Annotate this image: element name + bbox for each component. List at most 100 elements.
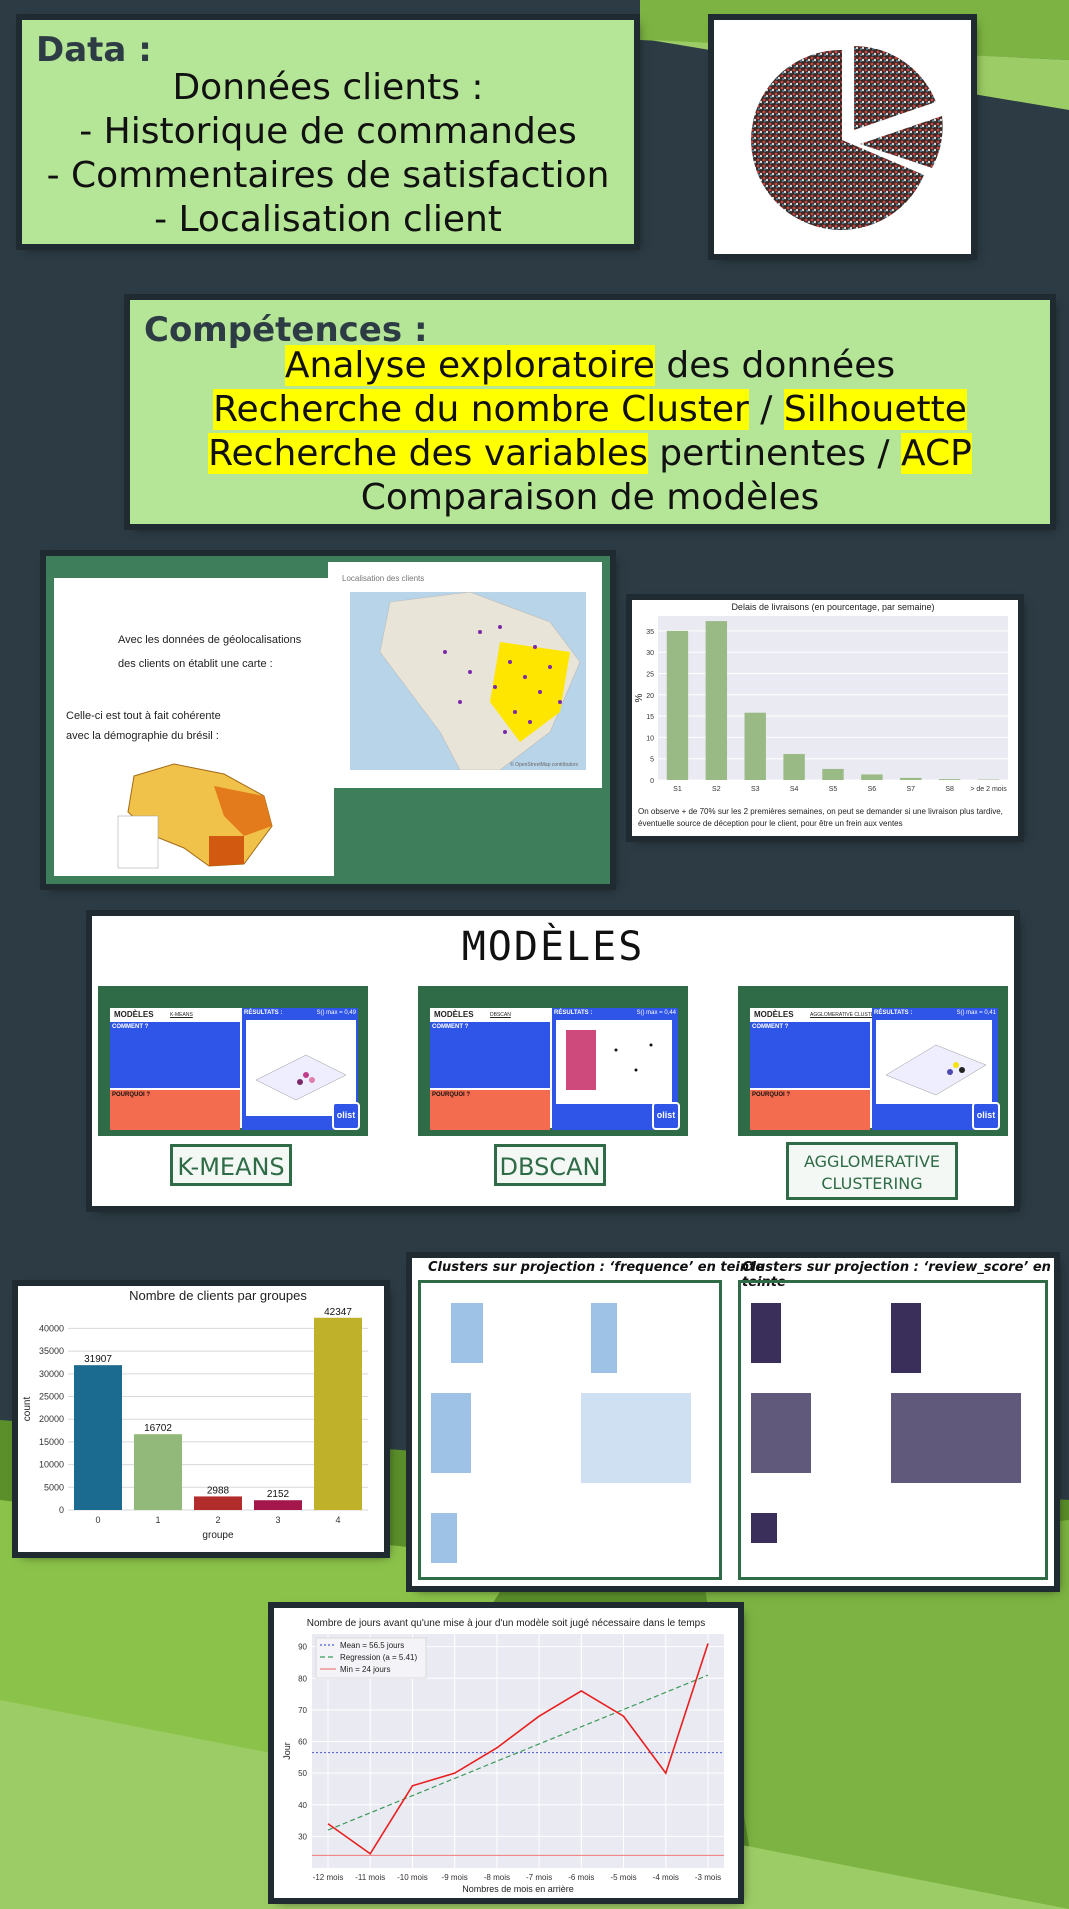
agglomerative-thumbnail[interactable]: MODÈLES AGGLOMERATIVE CLUSTERING COMMENT… bbox=[738, 986, 1008, 1136]
geo-text-2: Celle-ci est tout à fait cohérente avec … bbox=[66, 710, 221, 742]
geo-text-1: Avec les données de géolocalisations des… bbox=[118, 634, 302, 670]
bar bbox=[134, 1434, 182, 1510]
bar bbox=[861, 774, 883, 780]
how-panel: COMMENT ? bbox=[110, 1022, 240, 1088]
y-tick-label: 10 bbox=[646, 735, 654, 742]
pie-illustration bbox=[751, 45, 943, 230]
competence-line: Recherche des variables pertinentes / AC… bbox=[208, 433, 972, 474]
x-tick-label: S7 bbox=[906, 786, 915, 793]
bar bbox=[783, 754, 805, 780]
model-update-card: 30 40 50 60 70 80 90 -12 mois -11 mois -10 mois -9… bbox=[274, 1608, 738, 1898]
y-tick-label: 40 bbox=[298, 1801, 307, 1810]
dbscan-label: DBSCAN bbox=[494, 1144, 606, 1186]
dbscan-plot bbox=[556, 1020, 672, 1104]
x-tick-label: -6 mois bbox=[568, 1873, 594, 1882]
x-tick-label: -4 mois bbox=[653, 1873, 679, 1882]
y-axis-label: count bbox=[22, 1397, 33, 1422]
client-map-card: Localisation des clients © OpenStreetMap… bbox=[328, 562, 602, 788]
bar bbox=[744, 712, 766, 780]
x-tick-label: 2 bbox=[215, 1515, 220, 1525]
geo-slide: Avec les données de géolocalisations des… bbox=[46, 556, 610, 884]
data-label: 2988 bbox=[207, 1485, 230, 1496]
delivery-caption: On observe + de 70% sur les 2 premières … bbox=[638, 807, 1003, 828]
why-panel: POURQUOI ? bbox=[110, 1090, 240, 1130]
y-tick-label: 15 bbox=[646, 714, 654, 721]
y-tick-label: 70 bbox=[298, 1706, 307, 1715]
x-tick-label: 3 bbox=[275, 1515, 280, 1525]
review-projection-panel bbox=[738, 1280, 1048, 1580]
y-tick-label: 40000 bbox=[39, 1323, 64, 1333]
data-label: 2152 bbox=[267, 1489, 290, 1500]
bar bbox=[938, 779, 961, 780]
bar bbox=[900, 777, 922, 780]
x-tick-label: -9 mois bbox=[442, 1873, 468, 1882]
why-panel: POURQUOI ? bbox=[750, 1090, 870, 1130]
chart-title: Nombre de jours avant qu'une mise à jour… bbox=[307, 1618, 706, 1629]
competences-title: Compétences : bbox=[144, 310, 428, 350]
bar bbox=[254, 1500, 302, 1510]
series-line bbox=[327, 1643, 709, 1855]
map-title: Localisation des clients bbox=[342, 574, 425, 583]
highlight: Analyse exploratoire bbox=[284, 345, 655, 386]
x-tick-label: S5 bbox=[829, 786, 838, 793]
x-tick-label: S2 bbox=[712, 786, 721, 793]
x-tick-label: -8 mois bbox=[484, 1873, 510, 1882]
x-tick-label: 1 bbox=[155, 1515, 160, 1525]
y-tick-label: 30000 bbox=[39, 1369, 64, 1379]
y-tick-label: 35 bbox=[646, 629, 654, 636]
y-tick-label: 50 bbox=[298, 1769, 307, 1778]
client-location-map bbox=[350, 592, 586, 770]
legend-label: Regression (a = 5.41) bbox=[340, 1653, 417, 1662]
brazil-demography-map bbox=[117, 763, 273, 869]
clients-per-group-chart: 0 5000 10000 15000 20000 25000 30000 35000 40000… bbox=[22, 1288, 368, 1541]
projection-title-frequence: Clusters sur projection : ‘frequence’ en… bbox=[428, 1260, 765, 1275]
y-tick-label: 30 bbox=[298, 1832, 307, 1841]
geo-text-card: Avec les données de géolocalisations des… bbox=[54, 578, 334, 876]
delivery-chart: 0 5 10 15 20 25 30 35 S1 S2 S3 S4 S5 S6 S7 S8 > de 2 moi… bbox=[634, 602, 1008, 793]
dbscan-thumbnail[interactable]: MODÈLES DBSCAN COMMENT ? POURQUOI ? RÉSU… bbox=[418, 986, 688, 1136]
competences-list: Analyse exploratoire des données Recherc… bbox=[130, 344, 1050, 520]
olist-logo: olist bbox=[972, 1102, 1000, 1130]
kmeans-3d-plot bbox=[246, 1020, 356, 1116]
x-tick-label: > de 2 mois bbox=[970, 786, 1007, 793]
frequence-scatter-grid bbox=[431, 1303, 691, 1563]
crowd-pie-image bbox=[714, 20, 971, 254]
data-list: Données clients : - Historique de comman… bbox=[22, 66, 634, 242]
y-tick-label: 30 bbox=[646, 650, 654, 657]
x-tick-label: -7 mois bbox=[526, 1873, 552, 1882]
why-panel: POURQUOI ? bbox=[430, 1090, 550, 1130]
data-title: Data : bbox=[36, 30, 152, 70]
model-update-chart: 30 40 50 60 70 80 90 -12 mois -11 mois -10 mois -9… bbox=[282, 1618, 724, 1894]
kmeans-thumbnail[interactable]: MODÈLES K-MEANS COMMENT ? POURQUOI ? RÉS… bbox=[98, 986, 368, 1136]
y-tick-label: 5 bbox=[650, 757, 654, 764]
models-title: MODÈLES bbox=[461, 924, 645, 970]
y-tick-label: 10000 bbox=[39, 1460, 64, 1470]
legend-label: Min = 24 jours bbox=[340, 1665, 390, 1674]
data-item: - Localisation client bbox=[154, 199, 502, 240]
chart-title: Delais de livraisons (en pourcentage, pa… bbox=[731, 602, 934, 612]
x-tick-label: -10 mois bbox=[397, 1873, 428, 1882]
y-tick-label: 20 bbox=[646, 693, 654, 700]
olist-logo: olist bbox=[332, 1102, 360, 1130]
y-tick-label: 25 bbox=[646, 672, 654, 679]
kmeans-label: K-MEANS bbox=[170, 1144, 292, 1186]
data-label: 31907 bbox=[84, 1354, 112, 1365]
regression-line bbox=[327, 1674, 709, 1831]
y-axis-label: % bbox=[634, 693, 645, 702]
competence-line: Recherche du nombre Cluster / Silhouette bbox=[213, 389, 967, 430]
y-tick-label: 0 bbox=[59, 1505, 64, 1515]
results-panel: RÉSULTATS : S() max = 0,49 bbox=[242, 1008, 358, 1130]
x-tick-label: -11 mois bbox=[355, 1873, 385, 1882]
x-tick-label: -3 mois bbox=[695, 1873, 721, 1882]
x-tick-label: -5 mois bbox=[610, 1873, 636, 1882]
data-label: 42347 bbox=[324, 1307, 352, 1318]
data-heading: Données clients : bbox=[172, 67, 484, 108]
bar bbox=[74, 1365, 122, 1510]
y-tick-label: 60 bbox=[298, 1738, 307, 1747]
results-panel: RÉSULTATS : S() max = 0,44 bbox=[552, 1008, 678, 1130]
x-tick-label: 0 bbox=[95, 1515, 100, 1525]
bar bbox=[705, 621, 728, 780]
bar bbox=[194, 1496, 242, 1510]
x-tick-label: S6 bbox=[868, 786, 877, 793]
delivery-chart-card: 0 5 10 15 20 25 30 35 S1 S2 S3 S4 S5 S6 S7 S8 > de 2 moi… bbox=[632, 600, 1018, 836]
